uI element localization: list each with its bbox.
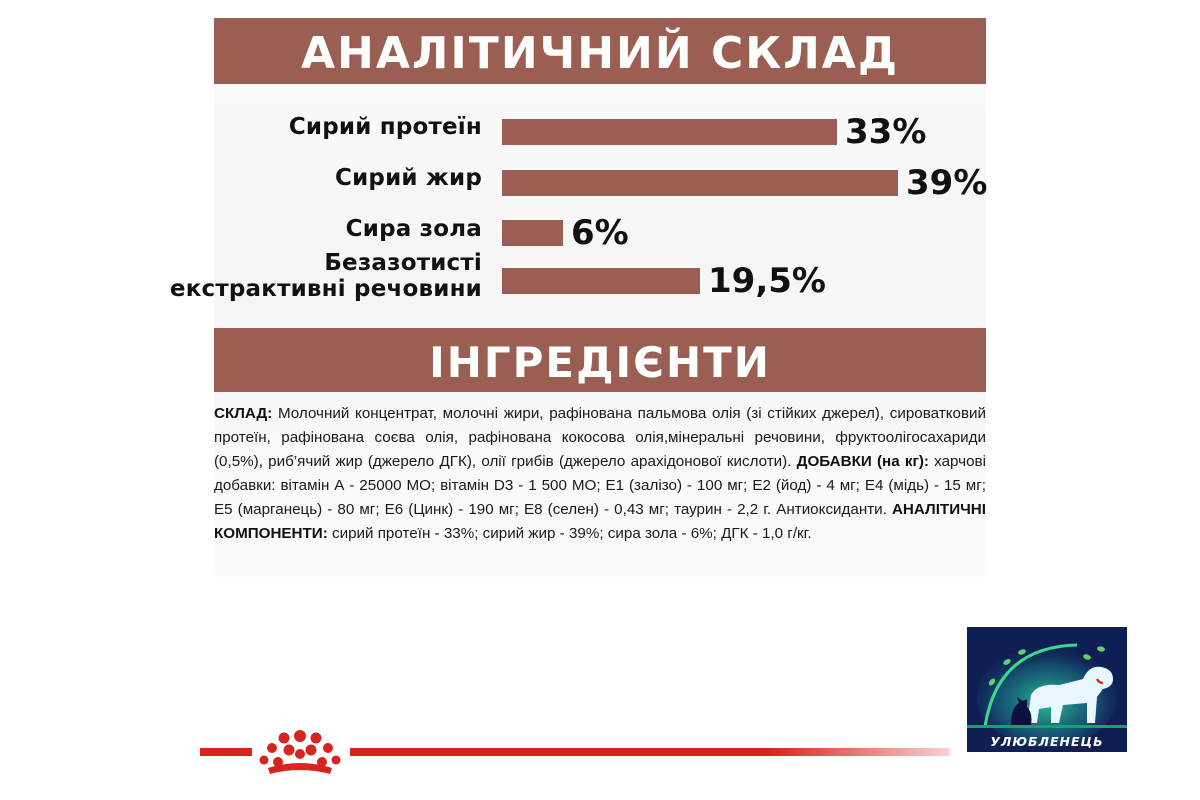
ulyublenets-logo: УЛЮБЛЕНЕЦЬ — [967, 627, 1127, 752]
footer-stripe-right — [350, 748, 950, 756]
product-card: АНАЛІТИЧНИЙ СКЛАД Сирий протеїн 33% Сири… — [170, 18, 988, 578]
bar-fat — [502, 170, 898, 196]
bar-protein — [502, 119, 837, 145]
percent-fat: 39% — [906, 163, 988, 203]
logo-text: УЛЮБЛЕНЕЦЬ — [990, 734, 1104, 749]
bar-ash — [502, 220, 563, 246]
percent-protein: 33% — [845, 112, 927, 152]
footer-stripe-left — [200, 748, 252, 756]
composition-text: Молочний концентрат, молочні жири, рафін… — [214, 405, 986, 470]
components-label: АНАЛІТИЧНІ КОМПОНЕНТИ: — [214, 501, 986, 542]
royal-canin-crown-icon — [259, 730, 341, 774]
additives-label: ДОБАВКИ (на кг): — [796, 453, 929, 470]
components-text: сирий протеїн - 33%; сирий жир - 39%; си… — [327, 525, 812, 542]
row-label-fat: Сирий жир — [335, 165, 482, 191]
percent-ash: 6% — [571, 213, 629, 253]
percent-nfe: 19,5% — [708, 261, 826, 301]
dog-cat-logo-icon — [967, 627, 1127, 752]
analysis-rows: Сирий протеїн 33% Сирий жир 39% Сира зол… — [170, 110, 988, 310]
additives-text: харчові добавки: вітамін А - 25000 МО; в… — [214, 453, 986, 518]
analysis-title: АНАЛІТИЧНИЙ СКЛАД — [214, 18, 986, 84]
ingredients-text: СКЛАД: Молочний концентрат, молочні жири… — [214, 402, 986, 546]
row-label-nfe: Безазотисті екстрактивні речовини — [169, 250, 482, 302]
row-label-protein: Сирий протеїн — [288, 114, 482, 140]
row-label-ash: Сира зола — [345, 216, 482, 242]
ingredients-title: ІНГРЕДІЄНТИ — [214, 328, 986, 392]
bar-nfe — [502, 268, 700, 294]
composition-label: СКЛАД: — [214, 405, 273, 422]
